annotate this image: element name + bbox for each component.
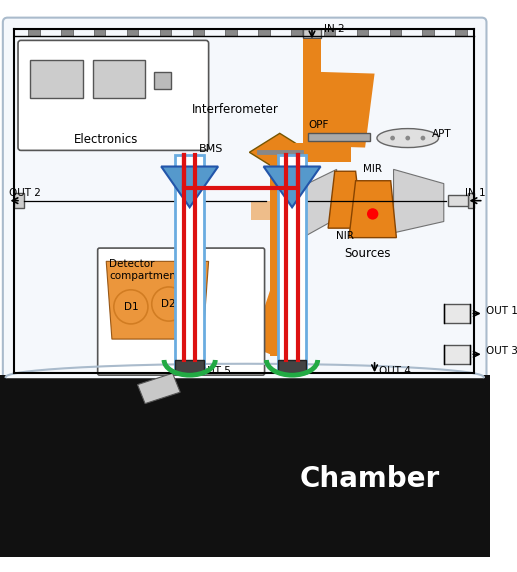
- Bar: [448, 195, 467, 206]
- Circle shape: [151, 287, 186, 321]
- Bar: [467, 193, 474, 208]
- Bar: [93, 60, 145, 98]
- Polygon shape: [161, 166, 218, 207]
- Bar: [270, 162, 289, 356]
- Text: NIR: NIR: [336, 231, 354, 241]
- Text: BMS: BMS: [199, 145, 223, 154]
- FancyBboxPatch shape: [98, 248, 265, 375]
- Polygon shape: [106, 261, 209, 339]
- Bar: [278, 360, 306, 374]
- Text: OUT 2: OUT 2: [9, 188, 41, 198]
- Bar: [94, 29, 105, 35]
- Text: Sources: Sources: [345, 247, 391, 260]
- Text: OUT 3: OUT 3: [485, 347, 517, 356]
- Bar: [308, 133, 370, 141]
- Text: APT: APT: [432, 129, 451, 139]
- Bar: [31, 60, 83, 98]
- Text: OUT 4: OUT 4: [379, 366, 411, 376]
- Bar: [455, 29, 466, 35]
- Text: OPF: OPF: [308, 121, 329, 130]
- Polygon shape: [138, 374, 180, 404]
- Circle shape: [367, 208, 378, 220]
- Bar: [258, 29, 269, 35]
- Bar: [14, 193, 24, 208]
- Text: compartment: compartment: [109, 271, 180, 281]
- Bar: [357, 29, 368, 35]
- Text: Chamber: Chamber: [300, 466, 440, 494]
- Bar: [192, 29, 204, 35]
- Polygon shape: [251, 290, 289, 354]
- Polygon shape: [328, 171, 362, 228]
- Bar: [324, 29, 335, 35]
- Bar: [389, 29, 401, 35]
- Bar: [280, 143, 351, 162]
- Bar: [444, 345, 470, 364]
- Bar: [291, 29, 302, 35]
- Bar: [175, 155, 204, 374]
- Text: Detector: Detector: [109, 260, 155, 269]
- Polygon shape: [249, 133, 310, 171]
- Text: Interferometer: Interferometer: [192, 103, 279, 116]
- Bar: [175, 360, 204, 374]
- Circle shape: [114, 290, 148, 324]
- Bar: [278, 155, 306, 374]
- Text: OUT 5: OUT 5: [199, 366, 231, 376]
- Circle shape: [405, 136, 410, 141]
- Bar: [303, 29, 321, 38]
- Polygon shape: [264, 166, 321, 207]
- Polygon shape: [303, 72, 375, 148]
- Bar: [154, 72, 171, 89]
- Bar: [160, 29, 171, 35]
- Circle shape: [390, 136, 395, 141]
- Text: OUT 1: OUT 1: [485, 305, 517, 316]
- Text: IN 2: IN 2: [324, 24, 345, 34]
- Text: D1: D1: [124, 302, 138, 312]
- Text: IN 1: IN 1: [465, 188, 485, 198]
- Ellipse shape: [377, 129, 438, 148]
- Bar: [62, 29, 73, 35]
- Bar: [422, 29, 434, 35]
- Bar: [444, 304, 470, 323]
- Bar: [302, 39, 322, 149]
- FancyBboxPatch shape: [18, 41, 209, 150]
- Text: Electronics: Electronics: [74, 133, 139, 146]
- Polygon shape: [393, 169, 444, 233]
- Bar: [251, 201, 289, 220]
- Bar: [225, 29, 237, 35]
- Text: MIR: MIR: [363, 164, 382, 174]
- Polygon shape: [349, 181, 397, 237]
- FancyBboxPatch shape: [3, 18, 486, 384]
- Bar: [0, 375, 490, 557]
- Text: D2: D2: [161, 299, 176, 309]
- Circle shape: [420, 136, 425, 141]
- Polygon shape: [294, 169, 337, 243]
- Bar: [28, 29, 40, 35]
- Bar: [127, 29, 139, 35]
